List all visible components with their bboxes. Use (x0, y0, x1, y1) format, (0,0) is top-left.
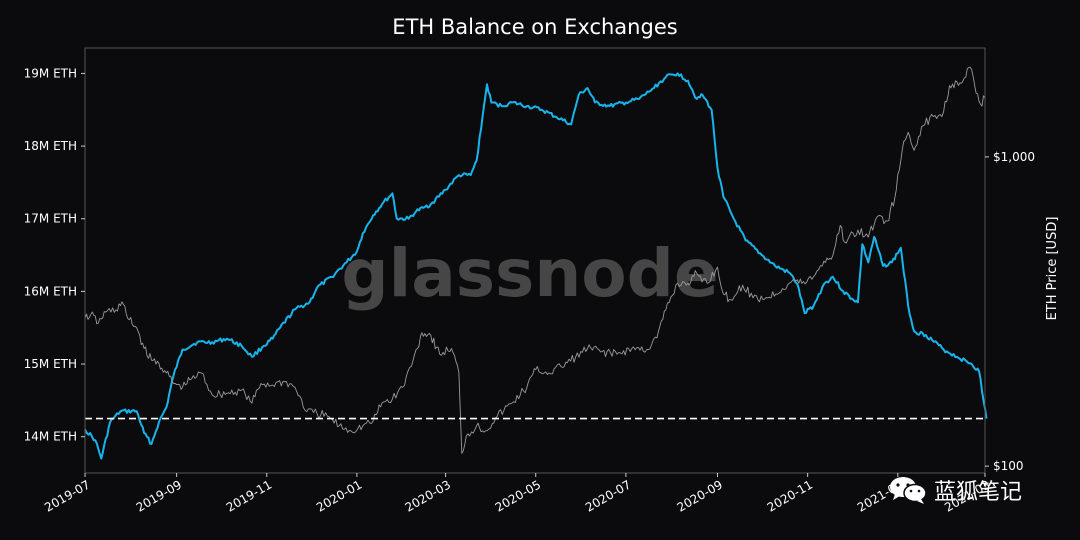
eth-price-series-line (84, 66, 986, 454)
y-right-tick-label: $100 (993, 459, 1024, 473)
x-tick-label: 2020-11 (765, 477, 815, 514)
y-left-tick-label: 17M ETH (24, 212, 77, 226)
glassnode-watermark: glassnode (341, 235, 718, 312)
chart-title: ETH Balance on Exchanges (392, 15, 678, 39)
y-left-tick-label: 15M ETH (24, 357, 77, 371)
wechat-watermark: 蓝狐笔记 (888, 474, 1022, 506)
x-tick-label: 2019-09 (134, 477, 184, 514)
x-tick-label: 2020-03 (403, 477, 453, 514)
y-left-tick-label: 14M ETH (24, 430, 77, 444)
y-right-tick-label: $1,000 (993, 150, 1035, 164)
watermark-text: 蓝狐笔记 (934, 480, 1023, 505)
x-tick-label: 2019-11 (224, 477, 274, 514)
x-tick-label: 2019-07 (42, 477, 92, 514)
wechat-icon (888, 474, 928, 506)
y-right-axis-label: ETH Price [USD] (1045, 217, 1060, 321)
y-left-tick-label: 16M ETH (24, 284, 77, 298)
eth-balance-series-line (84, 72, 988, 460)
y-left-tick-label: 18M ETH (24, 139, 77, 153)
y-left-tick-label: 19M ETH (24, 66, 77, 80)
x-tick-label: 2020-01 (314, 477, 364, 514)
plot-frame (84, 47, 986, 474)
x-tick-label: 2020-07 (583, 477, 633, 514)
x-tick-label: 2020-09 (675, 477, 725, 514)
x-tick-label: 2020-05 (493, 477, 543, 514)
